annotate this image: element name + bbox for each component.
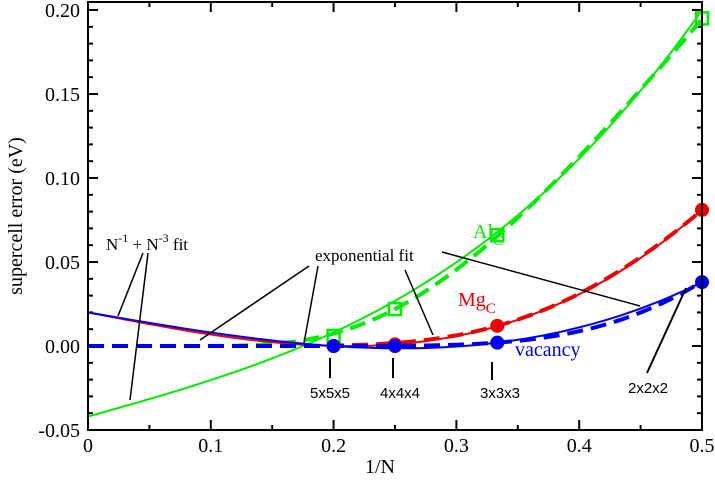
y-tick-label: 0.00 bbox=[45, 336, 80, 358]
x-tick-label: 0.2 bbox=[321, 435, 346, 457]
x-axis-label: 1/N bbox=[365, 456, 395, 478]
y-tick-label: -0.05 bbox=[38, 420, 80, 442]
series-label-vacancy: vacancy bbox=[515, 339, 581, 361]
poly-fit-line-al bbox=[87, 9, 703, 418]
x-tick-label: 0.3 bbox=[444, 435, 469, 457]
y-tick-label: 0.10 bbox=[45, 168, 80, 190]
y-tick-label: 0.05 bbox=[45, 252, 80, 274]
supercell-label-3x3x3: 3x3x3 bbox=[480, 385, 520, 402]
data-point-vacancy bbox=[490, 335, 505, 350]
data-point-vacancy bbox=[388, 339, 402, 353]
exp-fit-pointers bbox=[199, 251, 641, 344]
data-point-vacancy bbox=[326, 339, 341, 353]
series-label-al: AlC bbox=[473, 221, 503, 249]
data-point-al bbox=[387, 301, 403, 317]
x-tick-label: 0.1 bbox=[198, 435, 223, 457]
exp-fit-line-al bbox=[88, 18, 704, 348]
supercell-label-5x5x5: 5x5x5 bbox=[310, 385, 350, 402]
exp-fit-line-vacancy bbox=[88, 279, 704, 348]
x-tick-label: 0.4 bbox=[567, 435, 592, 457]
y-tick-label: 0.15 bbox=[45, 84, 80, 106]
supercell-pointers bbox=[329, 287, 687, 380]
supercell-label-2x2x2: 2x2x2 bbox=[628, 380, 668, 397]
data-point-mg bbox=[490, 318, 505, 333]
exp-fit-line-mg bbox=[88, 208, 704, 348]
y-tick-label: 0.20 bbox=[45, 0, 80, 22]
x-tick-label: 0 bbox=[83, 435, 93, 457]
plot-frame bbox=[87, 1, 703, 431]
x-tick-label: 0.5 bbox=[690, 435, 715, 457]
series-label-mg: MgC bbox=[458, 289, 496, 317]
exp-fit-annotation: exponential fit bbox=[315, 246, 414, 265]
poly-fit-annotation: N-1 + N-3 fit bbox=[106, 231, 188, 254]
data-point-al bbox=[490, 227, 505, 243]
supercell-label-4x4x4: 4x4x4 bbox=[380, 385, 420, 402]
poly-fit-pointers bbox=[117, 252, 149, 401]
y-axis-label: supercell error (eV) bbox=[5, 137, 27, 295]
